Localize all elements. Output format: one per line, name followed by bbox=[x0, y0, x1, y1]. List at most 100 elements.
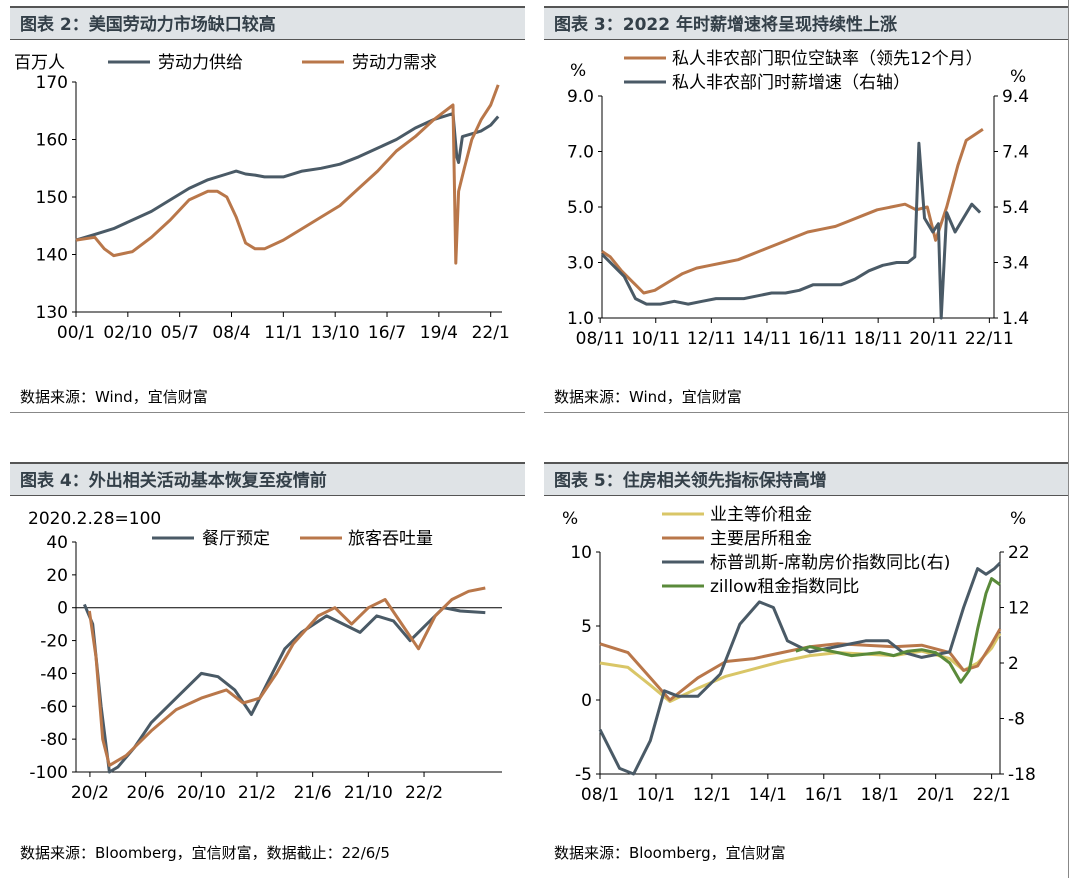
series-line bbox=[598, 562, 1002, 776]
y-tick-label: -80 bbox=[40, 730, 68, 750]
x-tick-label: 14/1 bbox=[749, 785, 787, 805]
y-tick-label: 20 bbox=[46, 566, 68, 586]
legend-label: zillow租金指数同比 bbox=[710, 577, 859, 597]
housing-chart: -5 0 5 10 -18 -8 2 12 22 08/1 10/1 12/1 14/1 16/1 18/1… bbox=[562, 505, 1036, 805]
y-tick-label: 5 bbox=[581, 617, 592, 637]
right-unit-label: % bbox=[1010, 509, 1026, 529]
x-tick-label: 13/10 bbox=[311, 323, 360, 343]
y-tick-label: 1.0 bbox=[567, 309, 594, 329]
wage-growth-chart: 1.0 3.0 5.0 7.0 9.0 1.4 3.4 5.4 7.4 9.4 08/11 10/11… bbox=[567, 49, 1029, 349]
source-note: 数据来源：Wind，宜信财富 bbox=[554, 388, 742, 406]
y-tick-label: 9.0 bbox=[567, 87, 594, 107]
panel-title: 图表 4：外出相关活动基本恢复至疫情前 bbox=[10, 462, 525, 496]
x-tick-label: 22/2 bbox=[405, 783, 443, 803]
panel-title: 图表 5：住房相关领先指标保持高增 bbox=[544, 462, 1068, 496]
x-tick-label: 16/1 bbox=[805, 785, 843, 805]
x-tick-label: 20/1 bbox=[917, 785, 955, 805]
source-note: 数据来源：Bloomberg，宜信财富 bbox=[554, 844, 786, 862]
x-tick-label: 16/11 bbox=[798, 329, 847, 349]
x-tick-label: 20/10 bbox=[177, 783, 226, 803]
y-tick-label-right: -8 bbox=[1008, 710, 1025, 730]
series-line bbox=[75, 84, 500, 265]
series-line bbox=[600, 141, 982, 320]
y-tick-label: 140 bbox=[36, 246, 68, 266]
y-tick-label: 130 bbox=[36, 303, 68, 323]
left-unit-label: % bbox=[570, 61, 586, 81]
x-tick-label: 08/11 bbox=[576, 329, 625, 349]
x-tick-label: 18/11 bbox=[854, 329, 903, 349]
panel-title: 图表 2：美国劳动力市场缺口较高 bbox=[10, 6, 525, 40]
series-line bbox=[599, 628, 1002, 702]
legend-label: 私人非农部门时薪增速（右轴） bbox=[672, 73, 910, 93]
y-tick-label: 0 bbox=[581, 691, 592, 711]
chart-panel-housing: 图表 5：住房相关领先指标保持高增 -5 0 5 10 -18 -8 2 12 22 08/1 10… bbox=[544, 462, 1068, 872]
chart-panel-wage: 图表 3：2022 年时薪增速将呈现持续性上涨 1.0 3.0 5.0 7.0 9.0 1… bbox=[544, 6, 1068, 414]
x-tick-label: 12/1 bbox=[693, 785, 731, 805]
legend-label: 劳动力供给 bbox=[158, 53, 243, 73]
y-tick-label: -5 bbox=[575, 765, 592, 785]
x-tick-label: 21/2 bbox=[238, 783, 276, 803]
y-tick-label-right: 9.4 bbox=[1002, 87, 1029, 107]
x-tick-label: 12/11 bbox=[687, 329, 736, 349]
activity-chart: -100 -80 -60 -40 -20 0 20 40 20/2 20/6 20/10 21/2 21… bbox=[28, 509, 502, 803]
x-tick-label: 00/1 bbox=[57, 323, 95, 343]
series-line bbox=[87, 586, 486, 767]
labor-market-chart: 130 140 150 160 170 00/1 02/10 05/7 08/4 11/1 13/1… bbox=[14, 53, 510, 343]
divider bbox=[544, 412, 1068, 413]
panel-title: 图表 3：2022 年时薪增速将呈现持续性上涨 bbox=[544, 6, 1068, 40]
y-tick-label-right: 2 bbox=[1008, 654, 1019, 674]
x-tick-label: 16/7 bbox=[368, 323, 406, 343]
unit-label: 2020.2.28=100 bbox=[28, 509, 161, 529]
x-tick-label: 19/4 bbox=[420, 323, 458, 343]
series-line bbox=[75, 112, 500, 242]
series-line bbox=[599, 632, 1002, 703]
legend-label: 旅客吞吐量 bbox=[348, 529, 433, 549]
source-note: 数据来源：Bloomberg，宜信财富，数据截止：22/6/5 bbox=[20, 844, 390, 862]
x-tick-label: 10/1 bbox=[637, 785, 675, 805]
y-tick-label: -40 bbox=[40, 664, 68, 684]
right-unit-label: % bbox=[1010, 67, 1026, 87]
legend-label: 业主等价租金 bbox=[710, 505, 812, 525]
series-line bbox=[601, 128, 984, 295]
left-unit-label: % bbox=[562, 509, 578, 529]
x-tick-label: 22/11 bbox=[965, 329, 1014, 349]
y-tick-label: -100 bbox=[29, 763, 68, 783]
y-tick-label-right: 12 bbox=[1008, 599, 1030, 619]
x-tick-label: 02/10 bbox=[103, 323, 152, 343]
y-tick-label: 160 bbox=[36, 131, 68, 151]
x-tick-label: 20/11 bbox=[909, 329, 958, 349]
panel-separator bbox=[1068, 0, 1069, 878]
legend-label: 主要居所租金 bbox=[710, 529, 812, 549]
y-tick-label-right: 3.4 bbox=[1002, 254, 1029, 274]
y-tick-label: 10 bbox=[570, 543, 592, 563]
y-tick-label: 5.0 bbox=[567, 198, 594, 218]
x-tick-label: 08/4 bbox=[212, 323, 250, 343]
y-tick-label: 3.0 bbox=[567, 254, 594, 274]
x-tick-label: 22/1 bbox=[973, 785, 1011, 805]
divider bbox=[10, 412, 525, 413]
x-tick-label: 11/1 bbox=[264, 323, 302, 343]
unit-label: 百万人 bbox=[14, 53, 65, 73]
x-tick-label: 14/11 bbox=[742, 329, 791, 349]
y-tick-label-right: 7.4 bbox=[1002, 143, 1029, 163]
y-tick-label: 40 bbox=[46, 533, 68, 553]
x-tick-label: 18/1 bbox=[861, 785, 899, 805]
x-tick-label: 20/2 bbox=[71, 783, 109, 803]
x-tick-label: 22/1 bbox=[472, 323, 510, 343]
x-tick-label: 10/11 bbox=[631, 329, 680, 349]
x-tick-label: 21/10 bbox=[344, 783, 393, 803]
legend-label: 劳动力需求 bbox=[352, 53, 437, 73]
series-line bbox=[795, 577, 1001, 684]
y-tick-label: -20 bbox=[40, 632, 68, 652]
legend-label: 餐厅预定 bbox=[202, 529, 270, 549]
chart-panel-activity: 图表 4：外出相关活动基本恢复至疫情前 -100 -80 -60 -40 -20 0 20 4… bbox=[10, 462, 525, 872]
y-tick-label: 150 bbox=[36, 188, 68, 208]
chart-panel-labor: 图表 2：美国劳动力市场缺口较高 130 140 150 160 170 00/1 02/1… bbox=[10, 6, 525, 414]
y-tick-label-right: 22 bbox=[1008, 543, 1030, 563]
x-tick-label: 08/1 bbox=[581, 785, 619, 805]
y-tick-label-right: 5.4 bbox=[1002, 198, 1029, 218]
source-note: 数据来源：Wind，宜信财富 bbox=[20, 388, 208, 406]
x-tick-label: 21/6 bbox=[294, 783, 332, 803]
y-tick-label: -60 bbox=[40, 697, 68, 717]
legend-label: 标普凯斯-席勒房价指数同比(右) bbox=[710, 553, 950, 573]
